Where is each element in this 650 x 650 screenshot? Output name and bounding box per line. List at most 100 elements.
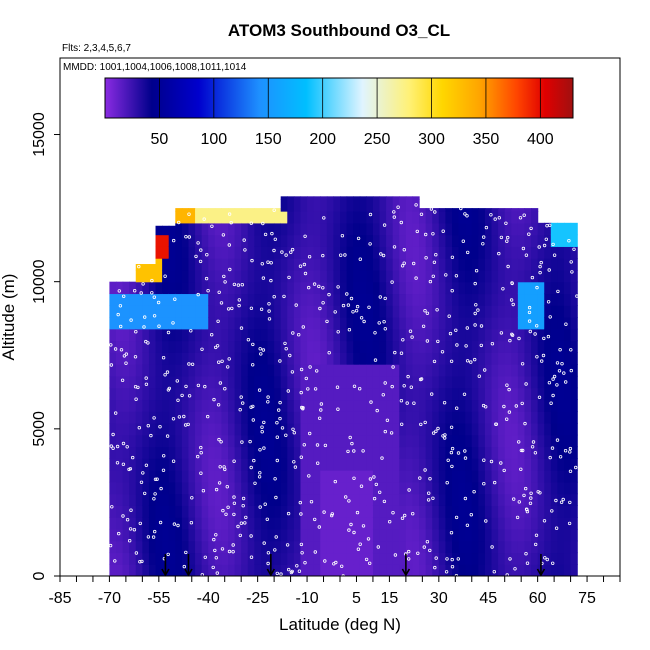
curtain-cell: [557, 540, 565, 554]
curtain-cell: [274, 540, 282, 554]
curtain-cell: [465, 340, 473, 353]
sample-marker: [497, 216, 501, 220]
sample-marker: [240, 401, 245, 405]
curtain-cell: [366, 387, 374, 401]
curtain-cell: [333, 528, 341, 542]
sample-marker: [427, 491, 431, 495]
sample-marker: [385, 418, 390, 422]
curtain-cell: [537, 528, 545, 542]
sample-marker: [288, 353, 292, 358]
curtain-cell: [359, 540, 367, 554]
sample-marker: [443, 436, 447, 440]
curtain-cell: [241, 364, 249, 377]
curtain-cell: [531, 293, 539, 306]
sample-marker: [291, 331, 295, 335]
curtain-cell: [340, 340, 348, 353]
curtain-cell: [491, 399, 499, 412]
sample-marker: [423, 468, 427, 472]
curtain-cell: [300, 211, 308, 224]
curtain-cell: [438, 208, 447, 212]
curtain-cell: [379, 517, 387, 530]
sample-marker: [138, 560, 142, 564]
curtain-cell: [386, 317, 394, 330]
curtain-cell: [392, 293, 400, 306]
curtain-cell: [432, 352, 440, 365]
sample-marker: [322, 510, 326, 514]
curtain-cell: [201, 328, 209, 342]
curtain-cell: [313, 317, 321, 330]
curtain-cell: [379, 269, 387, 283]
curtain-cell: [353, 234, 361, 247]
curtain-cell: [570, 422, 578, 436]
sample-marker: [542, 519, 547, 523]
sample-marker: [266, 400, 270, 404]
curtain-cell: [425, 269, 433, 283]
curtain-cell: [122, 364, 130, 377]
sample-marker: [361, 524, 366, 528]
curtain-cell: [346, 540, 354, 554]
curtain-cell: [392, 470, 400, 483]
curtain-cell: [405, 493, 414, 506]
curtain-cell: [274, 258, 282, 271]
curtain-cell: [432, 269, 440, 283]
sample-marker: [258, 505, 262, 509]
curtain-cell: [432, 528, 440, 542]
curtain-cell: [498, 246, 506, 259]
curtain-cell: [498, 328, 506, 342]
curtain-cell: [465, 269, 473, 283]
curtain-cell: [280, 222, 288, 236]
sample-marker: [456, 451, 461, 455]
curtain-cell: [274, 293, 282, 306]
curtain-cell: [452, 564, 460, 576]
sample-marker: [412, 261, 416, 266]
sample-marker: [333, 479, 337, 484]
curtain-cell: [195, 540, 203, 554]
curtain-cell: [517, 305, 526, 318]
sample-marker: [432, 359, 437, 364]
curtain-cell: [498, 234, 506, 247]
curtain-cell: [228, 517, 236, 530]
curtain-cell: [109, 411, 117, 424]
curtain-cell: [550, 528, 559, 542]
curtain-cell: [333, 328, 341, 342]
curtain-cell: [129, 470, 137, 483]
sample-marker: [258, 471, 262, 475]
curtain-cell: [254, 340, 262, 353]
curtain-cell: [260, 552, 269, 565]
curtain-cell: [386, 211, 394, 224]
curtain-cell: [247, 505, 255, 518]
sample-marker: [216, 403, 221, 407]
curtain-cell: [274, 470, 282, 483]
curtain-cell: [122, 399, 130, 412]
curtain-cell: [293, 528, 302, 542]
curtain-cell: [544, 222, 552, 236]
sample-marker: [359, 316, 364, 320]
curtain-cell: [557, 481, 565, 495]
curtain-cell: [208, 375, 216, 389]
curtain-cell: [379, 446, 387, 459]
curtain-cell: [419, 269, 427, 283]
curtain-cell: [116, 564, 124, 576]
curtain-cell: [504, 246, 512, 259]
curtain-cell: [221, 211, 229, 224]
curtain-cell: [557, 352, 565, 365]
curtain-cell: [557, 305, 565, 318]
sample-marker: [150, 291, 154, 295]
curtain-cell: [241, 493, 249, 506]
curtain-cell: [241, 211, 249, 224]
curtain-cell: [346, 422, 354, 436]
sample-marker: [319, 402, 324, 406]
curtain-cell: [564, 269, 572, 283]
curtain-cell: [419, 387, 427, 401]
sample-marker: [430, 392, 434, 396]
curtain-cell: [524, 446, 532, 459]
curtain-cell: [168, 540, 176, 554]
curtain-cell: [359, 234, 367, 247]
sample-marker: [555, 438, 560, 442]
curtain-cell: [399, 422, 407, 436]
curtain-cell: [478, 470, 486, 483]
sample-marker: [436, 339, 440, 344]
curtain-cell: [260, 481, 269, 495]
curtain-cell: [214, 293, 223, 306]
curtain-cell: [234, 317, 242, 330]
